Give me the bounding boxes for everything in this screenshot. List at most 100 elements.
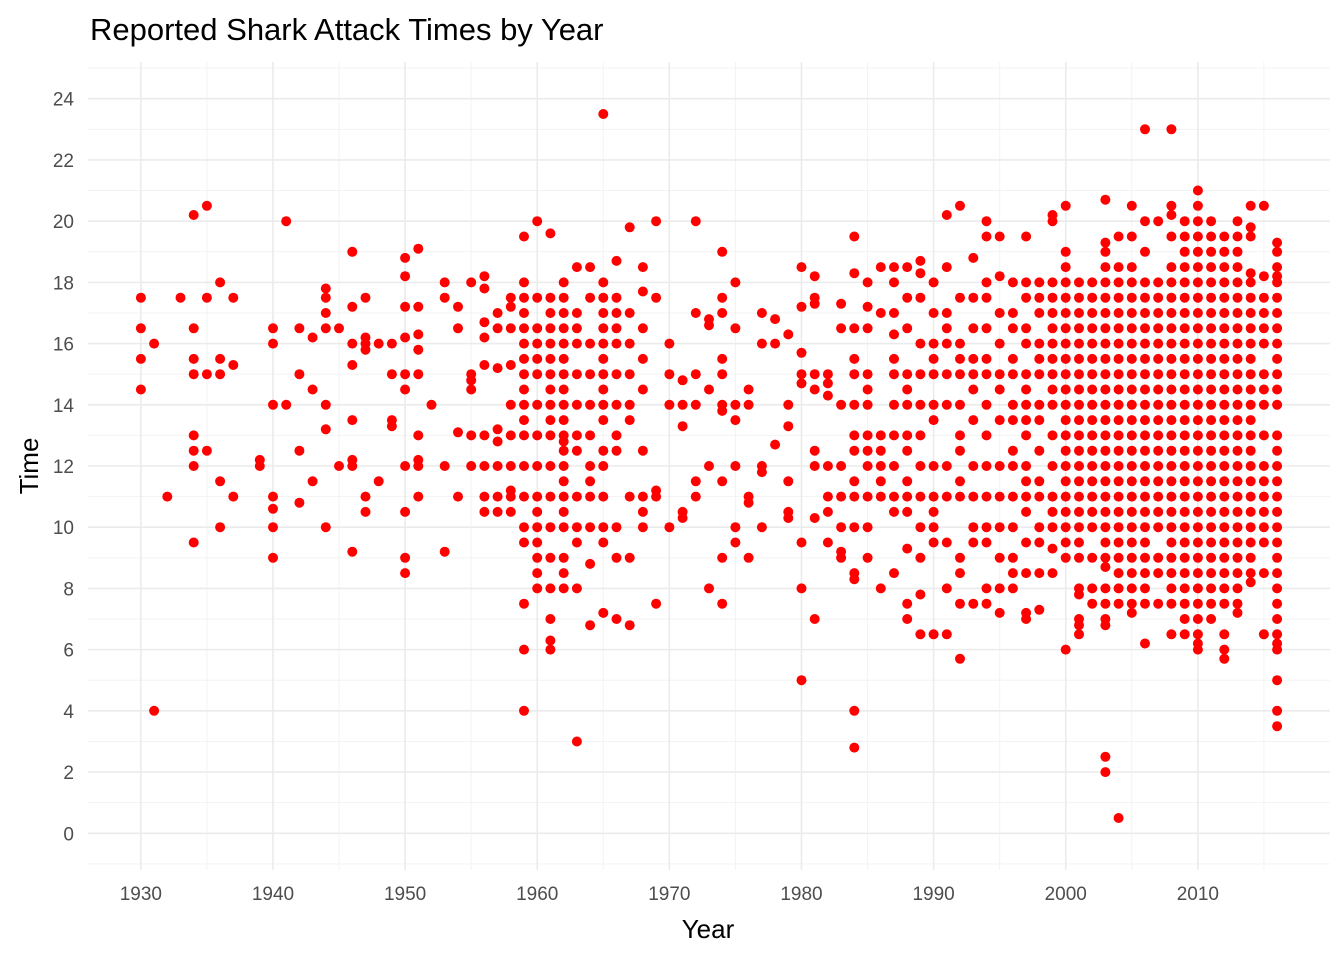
data-point	[1232, 277, 1243, 288]
data-point	[505, 430, 516, 441]
data-point	[717, 369, 728, 380]
data-point	[188, 323, 199, 334]
data-point	[941, 338, 952, 349]
data-point	[1166, 200, 1177, 211]
data-point	[1166, 598, 1177, 609]
data-point	[519, 353, 529, 364]
data-point	[1074, 629, 1084, 640]
data-point	[796, 675, 807, 686]
data-point	[1087, 430, 1098, 441]
data-point	[545, 292, 556, 303]
data-point	[1060, 522, 1071, 533]
data-point	[611, 369, 622, 380]
data-point	[836, 323, 847, 334]
data-point	[928, 399, 939, 410]
data-point	[1258, 323, 1269, 334]
data-point	[558, 399, 569, 410]
data-point	[1245, 552, 1256, 563]
data-point	[1192, 262, 1203, 273]
data-point	[611, 338, 622, 349]
data-point	[1272, 629, 1283, 640]
data-point	[135, 353, 146, 364]
data-point	[1166, 476, 1177, 487]
data-point	[1140, 216, 1150, 227]
data-point	[1166, 292, 1177, 303]
data-point	[1192, 185, 1203, 196]
data-point	[400, 384, 411, 395]
data-point	[135, 292, 146, 303]
data-points	[135, 109, 1283, 823]
data-point	[968, 461, 979, 471]
data-point	[637, 286, 648, 297]
data-point	[928, 506, 939, 517]
data-point	[545, 583, 556, 594]
data-point	[1245, 537, 1256, 548]
data-point	[1179, 506, 1190, 517]
data-point	[1245, 277, 1256, 288]
data-point	[889, 506, 899, 517]
data-point	[1126, 200, 1137, 211]
data-point	[836, 399, 847, 410]
data-point	[1232, 445, 1243, 456]
data-point	[968, 522, 979, 533]
data-point	[862, 430, 873, 441]
data-point	[320, 283, 331, 294]
data-point	[717, 308, 728, 318]
x-tick-label: 1980	[780, 884, 822, 905]
data-point	[519, 461, 529, 471]
data-point	[201, 292, 212, 303]
data-point	[413, 430, 424, 441]
data-point	[585, 620, 596, 631]
data-point	[1126, 384, 1137, 395]
data-point	[717, 552, 728, 563]
data-point	[135, 323, 146, 334]
data-point	[571, 399, 582, 410]
data-point	[994, 415, 1005, 426]
data-point	[1219, 644, 1230, 655]
data-point	[1272, 430, 1283, 441]
data-point	[413, 344, 424, 355]
data-point	[571, 491, 582, 502]
data-point	[1272, 614, 1283, 624]
data-point	[1060, 338, 1071, 349]
data-point	[558, 353, 569, 364]
data-point	[492, 436, 503, 447]
data-point	[849, 323, 860, 334]
data-point	[1087, 476, 1098, 487]
data-point	[1153, 308, 1164, 318]
data-point	[479, 283, 490, 294]
data-point	[1021, 231, 1032, 242]
data-point	[1126, 583, 1137, 594]
data-point	[809, 384, 820, 395]
data-point	[1272, 598, 1283, 609]
data-point	[1272, 399, 1283, 410]
data-point	[1126, 292, 1137, 303]
data-point	[294, 497, 305, 508]
data-point	[188, 353, 199, 364]
data-point	[1219, 246, 1230, 257]
x-tick-label: 1970	[648, 884, 690, 905]
data-point	[783, 476, 794, 487]
data-point	[1206, 537, 1217, 548]
data-point	[585, 338, 596, 349]
data-point	[1140, 522, 1150, 533]
data-point	[1126, 231, 1137, 242]
data-point	[955, 598, 965, 609]
data-point	[690, 216, 701, 227]
data-point	[268, 491, 278, 502]
data-point	[1179, 614, 1190, 624]
data-point	[1179, 522, 1190, 533]
data-point	[598, 384, 609, 395]
data-point	[941, 461, 952, 471]
data-point	[1113, 461, 1124, 471]
data-point	[1153, 338, 1164, 349]
data-point	[1034, 292, 1045, 303]
data-point	[1113, 552, 1124, 563]
data-point	[571, 338, 582, 349]
data-point	[519, 399, 529, 410]
data-point	[1140, 461, 1150, 471]
data-point	[268, 552, 278, 563]
data-point	[1232, 338, 1243, 349]
data-point	[400, 252, 411, 263]
data-point	[1140, 583, 1150, 594]
